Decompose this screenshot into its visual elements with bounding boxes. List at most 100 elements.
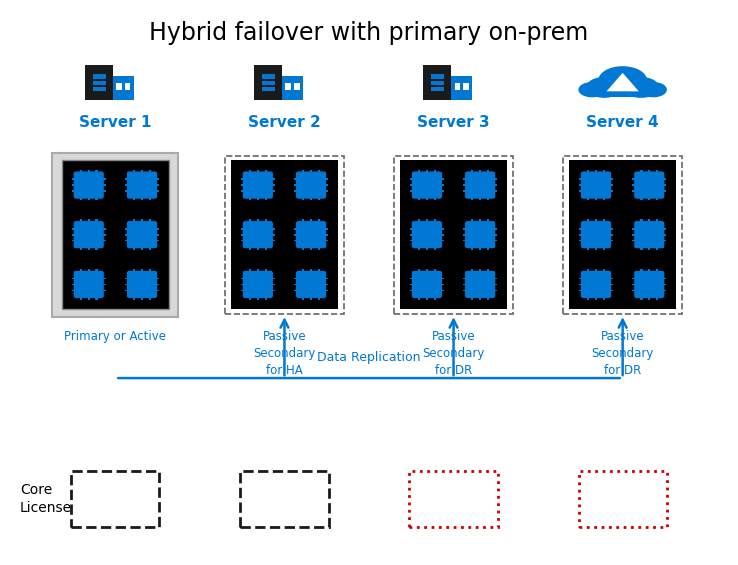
Bar — [662, 240, 666, 241]
Bar — [303, 246, 304, 250]
Bar — [579, 179, 584, 180]
FancyBboxPatch shape — [581, 221, 612, 249]
Bar — [264, 246, 266, 250]
Bar — [472, 296, 474, 299]
FancyBboxPatch shape — [73, 271, 104, 298]
Bar — [125, 284, 129, 285]
Bar — [426, 219, 428, 223]
Bar — [418, 246, 420, 250]
Bar — [431, 81, 435, 85]
Bar — [154, 289, 159, 291]
Bar — [249, 246, 251, 250]
Bar — [587, 197, 589, 200]
Bar — [318, 296, 320, 299]
Bar — [262, 75, 266, 79]
Bar — [324, 179, 328, 180]
Bar — [101, 190, 106, 192]
Bar — [439, 240, 444, 241]
Bar — [463, 289, 468, 291]
Bar — [662, 277, 666, 279]
Text: Server 1: Server 1 — [79, 115, 151, 130]
FancyBboxPatch shape — [126, 271, 157, 298]
Bar — [62, 160, 169, 309]
Bar — [125, 184, 129, 186]
Bar — [125, 228, 129, 229]
Bar — [264, 197, 266, 200]
Bar — [257, 219, 259, 223]
Bar — [95, 269, 97, 273]
Bar — [294, 179, 299, 180]
Bar — [595, 219, 597, 223]
Bar — [294, 86, 300, 90]
Bar — [435, 75, 440, 79]
Bar — [493, 284, 497, 285]
Text: Server 2: Server 2 — [248, 115, 321, 130]
Bar — [249, 296, 251, 299]
Bar — [310, 170, 312, 173]
Bar — [241, 179, 245, 180]
Bar — [101, 184, 106, 186]
FancyBboxPatch shape — [296, 271, 327, 298]
Bar — [101, 179, 106, 180]
Bar — [294, 284, 299, 285]
Bar — [97, 75, 101, 79]
Bar — [609, 284, 613, 285]
Bar — [303, 296, 304, 299]
Bar — [149, 219, 151, 223]
Bar — [472, 170, 474, 173]
Bar — [435, 81, 440, 85]
Bar — [141, 197, 143, 200]
Bar — [241, 277, 245, 279]
Bar — [493, 289, 497, 291]
Bar — [264, 269, 266, 273]
Bar — [656, 170, 658, 173]
Bar — [266, 87, 271, 92]
Bar — [434, 219, 435, 223]
Bar — [472, 246, 474, 250]
Bar — [410, 228, 414, 229]
FancyBboxPatch shape — [465, 271, 496, 298]
Bar — [257, 170, 259, 173]
Ellipse shape — [599, 66, 647, 94]
Bar — [587, 246, 589, 250]
Bar — [88, 170, 90, 173]
Bar — [125, 179, 129, 180]
Bar — [133, 170, 135, 173]
Bar — [264, 219, 266, 223]
Bar — [52, 153, 178, 316]
Bar — [125, 277, 129, 279]
Bar — [603, 197, 605, 200]
Bar — [472, 197, 474, 200]
FancyBboxPatch shape — [296, 221, 327, 249]
Bar — [270, 179, 275, 180]
Bar — [241, 284, 245, 285]
Bar — [318, 219, 320, 223]
Bar — [648, 246, 650, 250]
Bar — [101, 228, 106, 229]
Bar — [569, 160, 676, 309]
Bar — [318, 197, 320, 200]
Bar — [632, 184, 637, 186]
Bar — [493, 184, 497, 186]
Bar — [154, 190, 159, 192]
Bar — [324, 240, 328, 241]
Text: Passive
Secondary
for DR: Passive Secondary for DR — [591, 331, 654, 377]
Bar — [294, 184, 299, 186]
Bar — [101, 87, 106, 92]
Bar — [609, 228, 613, 229]
Bar — [656, 219, 658, 223]
Bar — [249, 219, 251, 223]
Bar — [434, 246, 435, 250]
Bar — [113, 76, 134, 101]
Bar — [133, 246, 135, 250]
Bar — [463, 190, 468, 192]
Bar — [435, 87, 440, 92]
Bar — [641, 219, 643, 223]
Bar — [72, 277, 76, 279]
Bar — [632, 228, 637, 229]
Text: 0: 0 — [615, 489, 630, 509]
Bar — [426, 269, 428, 273]
Bar — [92, 75, 97, 79]
Bar — [125, 234, 129, 236]
Bar — [426, 197, 428, 200]
